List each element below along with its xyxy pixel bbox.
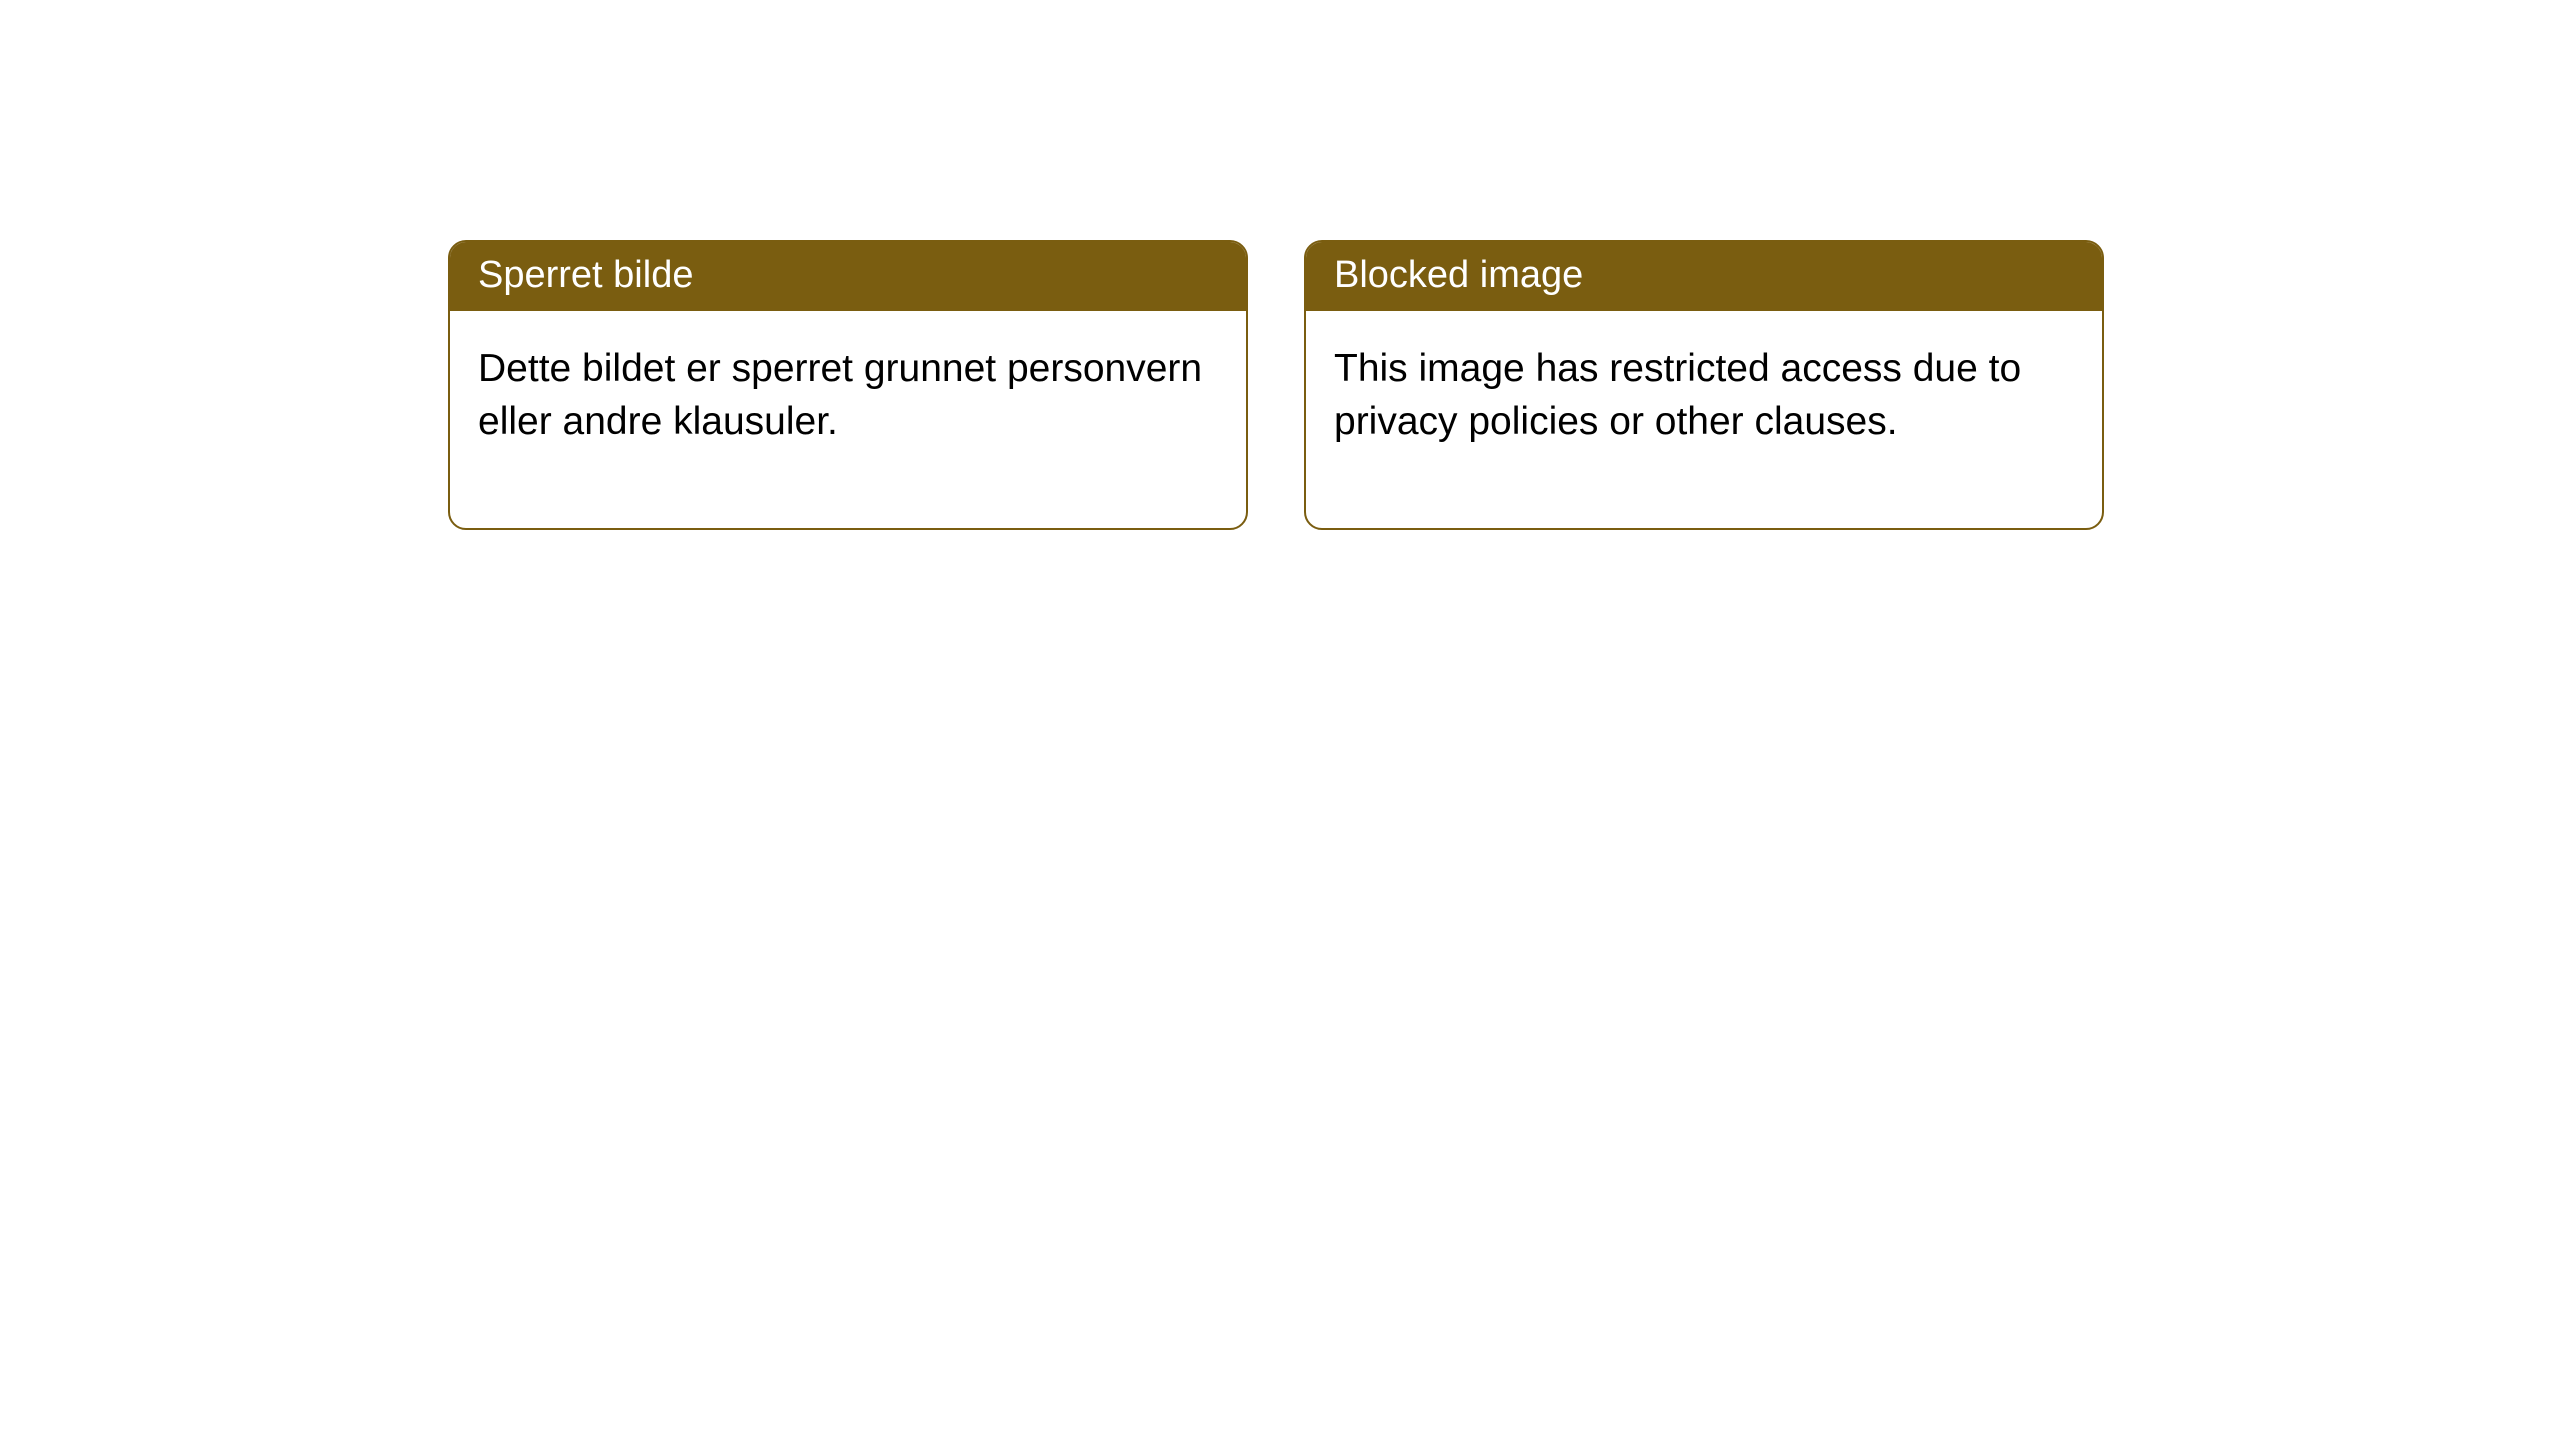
notice-card-english: Blocked image This image has restricted …	[1304, 240, 2104, 530]
notice-card-norwegian: Sperret bilde Dette bildet er sperret gr…	[448, 240, 1248, 530]
notice-card-body: Dette bildet er sperret grunnet personve…	[450, 311, 1246, 528]
notice-card-header: Blocked image	[1306, 242, 2102, 311]
notice-card-body: This image has restricted access due to …	[1306, 311, 2102, 528]
notice-container: Sperret bilde Dette bildet er sperret gr…	[448, 240, 2104, 530]
notice-card-header: Sperret bilde	[450, 242, 1246, 311]
